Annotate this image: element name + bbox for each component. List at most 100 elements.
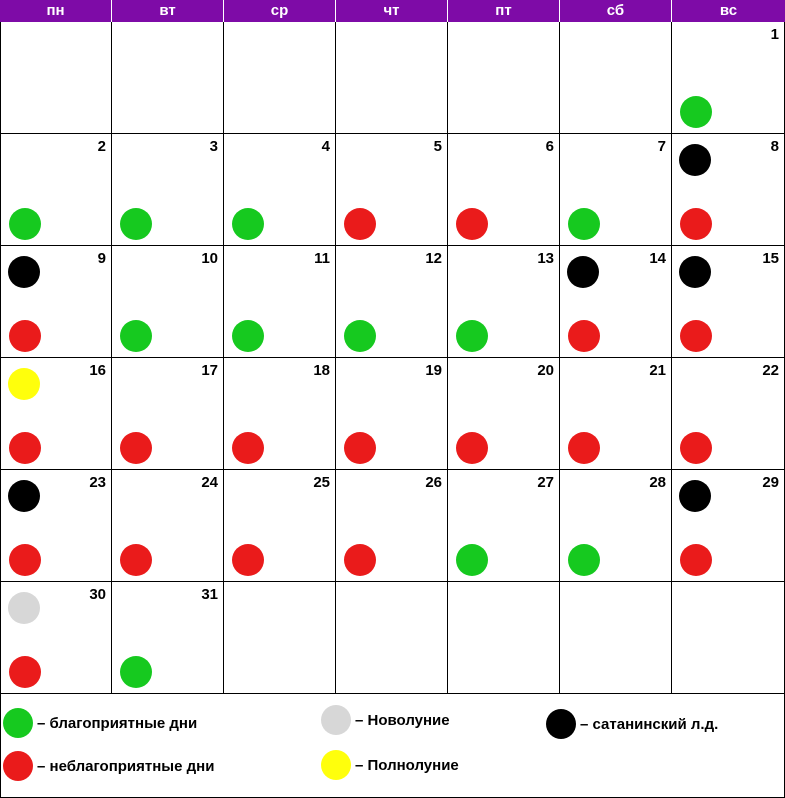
day-number: 21 bbox=[649, 362, 666, 379]
green-dot-icon bbox=[568, 208, 600, 240]
full-moon-dot-icon bbox=[8, 368, 40, 400]
weekday-header-5: сб bbox=[560, 0, 672, 22]
red-dot-icon bbox=[232, 432, 264, 464]
day-cell-21: 21 bbox=[560, 358, 672, 470]
day-cell-2: 2 bbox=[0, 134, 112, 246]
day-number: 10 bbox=[201, 250, 218, 267]
red-dot-icon bbox=[680, 208, 712, 240]
day-number: 15 bbox=[762, 250, 779, 267]
day-cell-14: 14 bbox=[560, 246, 672, 358]
satanic-dot-icon bbox=[679, 144, 711, 176]
new-moon-dot-icon bbox=[8, 592, 40, 624]
red-dot-icon bbox=[3, 751, 33, 781]
red-dot-icon bbox=[9, 544, 41, 576]
day-cell-19: 19 bbox=[336, 358, 448, 470]
red-dot-icon bbox=[120, 544, 152, 576]
red-dot-icon bbox=[456, 432, 488, 464]
day-number: 25 bbox=[313, 474, 330, 491]
red-dot-icon bbox=[344, 544, 376, 576]
day-number: 12 bbox=[425, 250, 442, 267]
black-dot-icon bbox=[546, 709, 576, 739]
red-dot-icon bbox=[232, 544, 264, 576]
satanic-dot-icon bbox=[8, 480, 40, 512]
green-dot-icon bbox=[568, 544, 600, 576]
day-number: 26 bbox=[425, 474, 442, 491]
weekday-header-6: вс bbox=[672, 0, 785, 22]
green-dot-icon bbox=[232, 320, 264, 352]
day-number: 16 bbox=[89, 362, 106, 379]
day-number: 30 bbox=[89, 586, 106, 603]
red-dot-icon bbox=[680, 320, 712, 352]
green-dot-icon bbox=[120, 656, 152, 688]
day-cell-24: 24 bbox=[112, 470, 224, 582]
legend-full-moon: – Полнолуние bbox=[321, 750, 459, 780]
empty-cell bbox=[224, 582, 336, 694]
legend-full-moon-label: – Полнолуние bbox=[355, 756, 459, 774]
day-number: 4 bbox=[321, 138, 330, 155]
green-dot-icon bbox=[344, 320, 376, 352]
day-number: 2 bbox=[97, 138, 106, 155]
empty-cell bbox=[336, 582, 448, 694]
green-dot-icon bbox=[232, 208, 264, 240]
day-cell-1: 1 bbox=[672, 22, 785, 134]
day-cell-27: 27 bbox=[448, 470, 560, 582]
legend-new-moon-label: – Новолуние bbox=[355, 711, 450, 729]
day-cell-13: 13 bbox=[448, 246, 560, 358]
weekday-header-1: вт bbox=[112, 0, 224, 22]
day-cell-23: 23 bbox=[0, 470, 112, 582]
day-number: 3 bbox=[209, 138, 218, 155]
day-number: 29 bbox=[762, 474, 779, 491]
green-dot-icon bbox=[680, 96, 712, 128]
day-cell-17: 17 bbox=[112, 358, 224, 470]
gray-dot-icon bbox=[321, 705, 351, 735]
day-cell-8: 8 bbox=[672, 134, 785, 246]
legend-favorable-label: – благоприятные дни bbox=[37, 714, 198, 732]
day-cell-15: 15 bbox=[672, 246, 785, 358]
day-number: 27 bbox=[537, 474, 554, 491]
legend-new-moon: – Новолуние bbox=[321, 705, 450, 735]
day-number: 18 bbox=[313, 362, 330, 379]
legend-unfavorable: – неблагоприятные дни bbox=[3, 751, 214, 781]
day-cell-30: 30 bbox=[0, 582, 112, 694]
weekday-header-2: ср bbox=[224, 0, 336, 22]
empty-cell bbox=[448, 582, 560, 694]
red-dot-icon bbox=[568, 432, 600, 464]
day-cell-12: 12 bbox=[336, 246, 448, 358]
day-number: 28 bbox=[649, 474, 666, 491]
yellow-dot-icon bbox=[321, 750, 351, 780]
red-dot-icon bbox=[568, 320, 600, 352]
legend-unfavorable-label: – неблагоприятные дни bbox=[37, 757, 215, 775]
red-dot-icon bbox=[456, 208, 488, 240]
day-cell-31: 31 bbox=[112, 582, 224, 694]
day-cell-5: 5 bbox=[336, 134, 448, 246]
day-cell-29: 29 bbox=[672, 470, 785, 582]
day-number: 23 bbox=[89, 474, 106, 491]
empty-cell bbox=[0, 22, 112, 134]
day-cell-3: 3 bbox=[112, 134, 224, 246]
day-number: 22 bbox=[762, 362, 779, 379]
green-dot-icon bbox=[456, 320, 488, 352]
day-cell-10: 10 bbox=[112, 246, 224, 358]
red-dot-icon bbox=[680, 544, 712, 576]
empty-cell bbox=[224, 22, 336, 134]
day-cell-6: 6 bbox=[448, 134, 560, 246]
red-dot-icon bbox=[9, 656, 41, 688]
red-dot-icon bbox=[680, 432, 712, 464]
legend-satanic-label: – сатанинский л.д. bbox=[580, 715, 719, 733]
day-number: 14 bbox=[649, 250, 666, 267]
green-dot-icon bbox=[120, 208, 152, 240]
green-dot-icon bbox=[120, 320, 152, 352]
day-number: 24 bbox=[201, 474, 218, 491]
empty-cell bbox=[560, 582, 672, 694]
empty-cell bbox=[448, 22, 560, 134]
satanic-dot-icon bbox=[679, 256, 711, 288]
day-number: 17 bbox=[201, 362, 218, 379]
legend-satanic: – сатанинский л.д. bbox=[546, 709, 718, 739]
legend: – благоприятные дни – неблагоприятные дн… bbox=[0, 693, 785, 798]
weekday-header-4: пт bbox=[448, 0, 560, 22]
day-cell-28: 28 bbox=[560, 470, 672, 582]
satanic-dot-icon bbox=[679, 480, 711, 512]
day-cell-11: 11 bbox=[224, 246, 336, 358]
satanic-dot-icon bbox=[567, 256, 599, 288]
